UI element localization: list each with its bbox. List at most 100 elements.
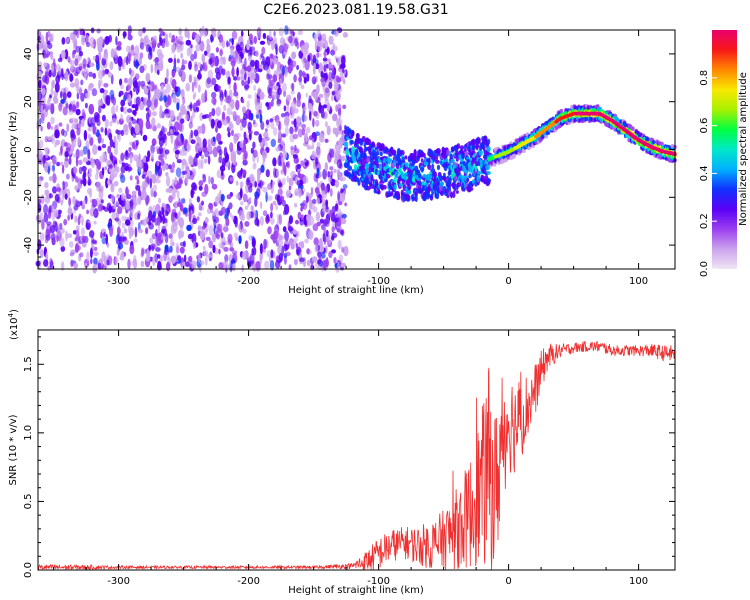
spectrogram-cell <box>113 180 119 187</box>
spectrogram-cell <box>125 219 131 226</box>
spectrogram-cell <box>243 138 246 149</box>
spectrogram-cell <box>48 176 54 181</box>
spectrogram-cell <box>93 220 97 225</box>
spectrogram-cell <box>129 244 135 255</box>
spectrogram-cell <box>195 43 201 52</box>
spectrogram-cell <box>164 139 168 147</box>
spectrogram-cell <box>255 50 259 58</box>
spectrogram-cell <box>309 110 312 121</box>
spectrogram-cell <box>316 51 320 59</box>
spectrogram-cell <box>220 97 223 106</box>
spectrogram-cell <box>157 166 163 177</box>
spectrogram-cell <box>280 113 286 118</box>
spectrogram-cell <box>293 258 298 266</box>
spectrogram-cell <box>270 99 274 107</box>
spectrogram-cell <box>364 163 370 168</box>
spectrogram-cell <box>246 39 251 45</box>
spectrogram-cell <box>57 57 63 63</box>
spectrogram-cell <box>148 221 152 226</box>
spectrogram-cell <box>346 161 350 167</box>
spectrogram-cell <box>294 127 298 133</box>
spectrogram-cell <box>459 145 465 150</box>
spectrogram-cell <box>186 168 191 179</box>
spectrogram-cell <box>204 217 209 224</box>
spectrogram-cell <box>259 243 263 255</box>
spectrogram-cell <box>50 224 56 234</box>
spectrogram-cell <box>97 204 104 212</box>
spectrogram-cell <box>179 246 185 254</box>
spectrogram-cell <box>335 75 340 83</box>
spectrogram-cell <box>89 36 95 44</box>
spectrogram-cell <box>189 101 193 112</box>
spectrogram-cell <box>306 213 311 223</box>
spectrogram-cell <box>212 97 217 106</box>
spectrogram-cell <box>236 66 239 77</box>
spectrogram-cell <box>122 31 127 38</box>
spectrogram-y-tick-label: 20 <box>23 95 34 108</box>
spectrogram-cell <box>230 56 236 68</box>
spectrogram-cell <box>397 179 401 184</box>
spectrogram-cell <box>157 42 161 49</box>
spectrogram-cell <box>177 255 182 261</box>
spectrogram-cell <box>81 118 85 128</box>
spectrogram-cell <box>461 153 465 159</box>
spectrogram-cell <box>59 237 65 248</box>
spectrogram-cell <box>188 155 193 163</box>
spectrogram-cell <box>39 39 43 51</box>
spectrogram-cell <box>191 81 195 93</box>
spectrogram-cell <box>239 140 244 149</box>
spectrogram-cell <box>282 226 287 233</box>
spectrogram-x-tick-label: 0 <box>505 276 511 287</box>
spectrogram-cell <box>288 177 294 187</box>
spectrogram-cell <box>198 212 202 217</box>
spectrogram-cell <box>325 245 328 254</box>
spectrogram-cell <box>223 246 229 252</box>
spectrogram-cell <box>121 222 126 229</box>
spectrogram-cell <box>110 193 115 203</box>
spectrogram-cell <box>247 55 252 61</box>
spectrogram-cell <box>126 114 132 125</box>
spectrogram-cell <box>71 140 75 152</box>
spectrogram-cell <box>285 116 290 127</box>
spectrogram-cell <box>187 256 193 266</box>
spectrogram-cell <box>151 138 157 146</box>
spectrogram-cell <box>272 74 278 83</box>
spectrogram-cell <box>192 240 196 250</box>
spectrogram-cell <box>405 194 411 201</box>
spectrogram-cell <box>93 246 98 252</box>
spectrogram-cell <box>118 187 123 193</box>
spectrogram-cell <box>80 92 85 102</box>
spectrogram-cell <box>89 230 95 238</box>
spectrogram-cell <box>430 196 433 201</box>
spectrogram-cell <box>53 142 58 148</box>
spectrogram-cell <box>278 234 283 241</box>
spectrogram-cell <box>77 136 81 146</box>
spectrogram-cell <box>404 162 409 168</box>
spectrogram-cell <box>337 172 342 179</box>
spectrogram-cell <box>47 42 53 50</box>
spectrogram-cell <box>357 179 361 186</box>
spectrogram-cell <box>180 52 183 59</box>
snr-x-tick-label: -100 <box>367 576 390 587</box>
spectrogram-x-tick-label: -300 <box>107 276 130 287</box>
spectrogram-cell <box>50 50 53 60</box>
spectrogram-cell <box>270 121 275 130</box>
spectrogram-cell <box>145 256 151 262</box>
spectrogram-cell <box>38 79 42 89</box>
spectrogram-cell <box>433 171 437 178</box>
spectrogram-cell <box>188 74 193 83</box>
spectrogram-cell <box>379 151 383 157</box>
spectrogram-cell <box>330 49 336 56</box>
spectrogram-cell <box>226 107 232 116</box>
spectrogram-cell <box>176 190 180 199</box>
spectrogram-cell <box>92 124 96 135</box>
spectrogram-cell <box>127 258 131 270</box>
spectrogram-cell <box>340 229 345 237</box>
spectrogram-cell <box>40 104 44 113</box>
spectrogram-cell <box>269 260 275 271</box>
spectrogram-cell <box>55 74 61 84</box>
spectrogram-cell <box>74 243 80 253</box>
spectrogram-cell <box>331 94 334 102</box>
spectrogram-cell <box>45 251 49 260</box>
spectrogram-cell <box>248 109 252 121</box>
